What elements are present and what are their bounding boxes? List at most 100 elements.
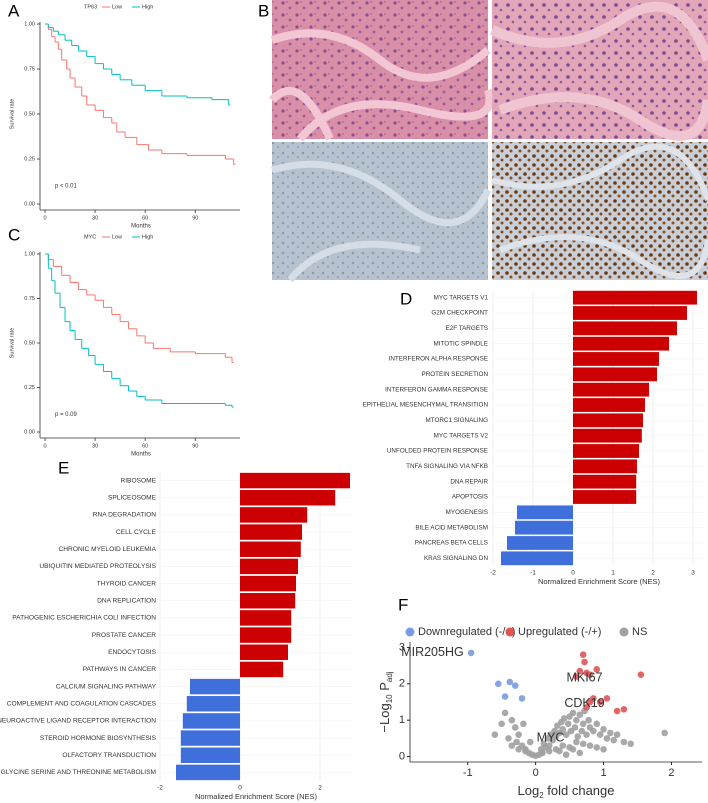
category-label: BILE ACID METABOLISM bbox=[415, 524, 488, 531]
y-tick-label: 2 bbox=[399, 678, 405, 690]
gene-label: CDK19 bbox=[564, 696, 604, 710]
category-label: THYROID CANCER bbox=[97, 580, 157, 587]
point bbox=[491, 731, 499, 739]
point bbox=[518, 695, 526, 702]
point bbox=[585, 716, 592, 724]
panel-label: E bbox=[58, 458, 69, 477]
point bbox=[600, 745, 607, 753]
bar bbox=[240, 472, 350, 489]
gene-label: MIR205HG bbox=[401, 645, 464, 659]
point bbox=[501, 693, 509, 700]
ylabel-title-part: −Log bbox=[377, 703, 392, 732]
category-label: KRAS SIGNALING DN bbox=[424, 555, 488, 562]
category-label: GLYCINE SERINE AND THREONINE METABOLISM bbox=[1, 769, 156, 776]
category-label: E2F TARGETS bbox=[446, 325, 488, 332]
category-label: MITOTIC SPINDLE bbox=[434, 340, 488, 347]
point bbox=[494, 680, 502, 688]
point bbox=[571, 724, 579, 731]
bar bbox=[573, 413, 643, 428]
bar bbox=[240, 627, 292, 643]
point bbox=[593, 665, 601, 673]
point bbox=[579, 740, 587, 748]
point bbox=[515, 731, 522, 739]
point bbox=[586, 698, 594, 706]
x-tick-label: 90 bbox=[192, 215, 198, 221]
category-label: CHRONIC MYELOID LEUKEMIA bbox=[59, 546, 157, 553]
x-tick-label: 60 bbox=[142, 215, 148, 221]
x-tick-label: 30 bbox=[92, 443, 98, 449]
bar bbox=[515, 520, 573, 535]
point bbox=[559, 742, 567, 749]
bar bbox=[573, 444, 639, 458]
category-label: DNA REPAIR bbox=[450, 478, 488, 485]
x-tick-label: -1 bbox=[530, 570, 536, 577]
legend-swatch bbox=[619, 627, 629, 637]
y-tick-label: 0.75 bbox=[24, 66, 35, 72]
stroma bbox=[491, 143, 708, 279]
category-label: STEROID HORMONE BIOSYNTHESIS bbox=[40, 735, 157, 742]
category-label: NEUROACTIVE LIGAND RECEPTOR INTERACTION bbox=[0, 718, 156, 725]
point bbox=[578, 727, 586, 735]
x-axis-title: Normalized Enrichment Score (NES) bbox=[195, 792, 318, 801]
category-label: PROTEIN SECRETION bbox=[422, 371, 489, 378]
ihc-image-high bbox=[492, 142, 708, 280]
point bbox=[520, 720, 527, 728]
point bbox=[579, 720, 587, 728]
point bbox=[661, 729, 668, 737]
y-tick-label: 1.00 bbox=[24, 21, 35, 27]
x-tick-label: 2 bbox=[668, 767, 674, 779]
bar bbox=[573, 367, 657, 382]
category-label: MYC TARGETS V2 bbox=[434, 432, 489, 439]
x-tick-label: 0 bbox=[43, 443, 46, 449]
category-label: TNFA SIGNALING VIA NFKB bbox=[406, 463, 488, 470]
point bbox=[539, 749, 546, 757]
category-label: PROSTATE CANCER bbox=[92, 632, 156, 639]
legend-label: Low bbox=[112, 4, 122, 10]
point bbox=[569, 709, 577, 717]
category-label: RIBOSOME bbox=[120, 477, 156, 484]
point bbox=[559, 725, 567, 733]
bar bbox=[240, 524, 302, 540]
legend-label: Upregulated (-/+) bbox=[518, 626, 601, 638]
bar bbox=[190, 678, 240, 695]
point bbox=[603, 695, 611, 702]
point bbox=[593, 720, 601, 728]
panel-label: D bbox=[400, 289, 412, 308]
stroma bbox=[271, 160, 492, 283]
point bbox=[501, 709, 509, 717]
y-tick-label: 0.25 bbox=[24, 156, 35, 162]
y-axis-title: Survival rate bbox=[9, 99, 15, 130]
bar bbox=[573, 290, 697, 305]
bar bbox=[180, 747, 240, 763]
point bbox=[620, 705, 628, 713]
point bbox=[508, 716, 516, 724]
point bbox=[596, 698, 604, 706]
point bbox=[579, 651, 587, 659]
point bbox=[508, 742, 516, 749]
point bbox=[562, 751, 570, 759]
bar bbox=[573, 428, 642, 443]
xlabel-title-part: fold change bbox=[544, 783, 615, 798]
point bbox=[526, 738, 534, 746]
legend-title: MYC bbox=[84, 234, 96, 240]
y-tick-label: 0 bbox=[399, 750, 405, 762]
stroma bbox=[269, 29, 494, 142]
x-tick-label: 0 bbox=[533, 767, 539, 779]
p-value: p < 0.01 bbox=[55, 184, 78, 190]
y-tick-label: 0.75 bbox=[24, 296, 35, 302]
point bbox=[545, 747, 553, 755]
category-label: RNA DEGRADATION bbox=[93, 512, 156, 519]
x-axis-title: Months bbox=[131, 452, 151, 458]
category-label: PATHOGENIC ESCHERICHIA COLI INFECTION bbox=[12, 615, 156, 622]
x-tick-label: 1 bbox=[611, 570, 615, 577]
y-axis-title: Survival rate bbox=[9, 328, 15, 359]
category-label: PANCREAS BETA CELLS bbox=[415, 540, 488, 547]
y-tick-label: 0.50 bbox=[24, 340, 35, 346]
legend-title: TP63 bbox=[84, 4, 97, 10]
category-label: MYOGENESIS bbox=[446, 509, 488, 516]
legend-swatch bbox=[405, 627, 415, 637]
point bbox=[569, 745, 577, 753]
bar bbox=[240, 541, 301, 557]
bar bbox=[240, 490, 336, 506]
